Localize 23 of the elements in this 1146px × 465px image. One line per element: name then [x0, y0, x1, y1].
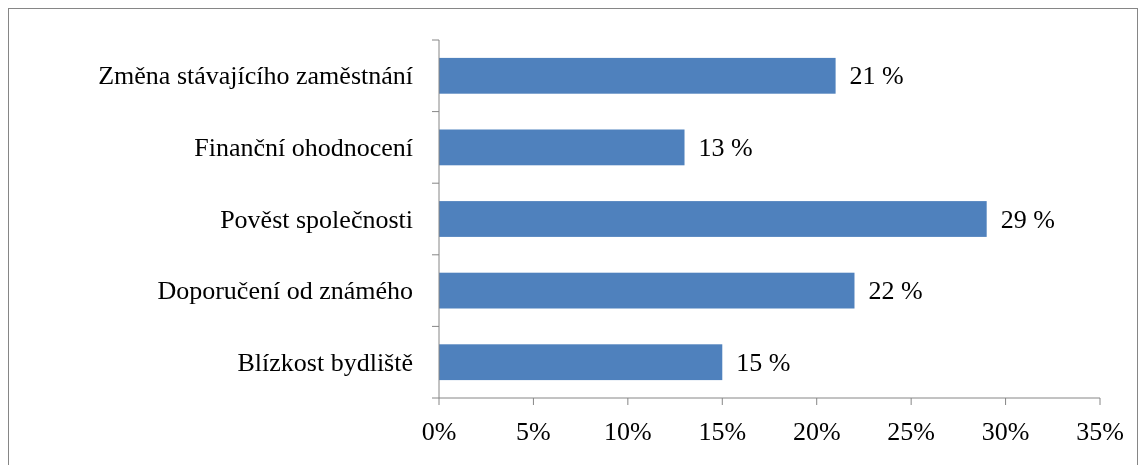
data-label: 21 %: [849, 61, 904, 91]
data-label: 13 %: [698, 132, 753, 162]
x-tick-label: 0%: [421, 417, 457, 446]
x-tick-label: 10%: [604, 417, 652, 446]
data-label: 22 %: [868, 276, 923, 306]
x-tick-label: 30%: [981, 417, 1030, 446]
y-tick-label: Finanční ohodnocení: [194, 132, 413, 162]
bar: [439, 344, 723, 381]
y-tick-label: Pověst společnosti: [220, 204, 413, 234]
bar: [439, 129, 685, 166]
data-label: 29 %: [1000, 204, 1055, 234]
x-tick-label: 35%: [1076, 417, 1124, 446]
bar: [439, 57, 836, 94]
x-tick-label: 25%: [887, 417, 935, 446]
x-tick-label: 20%: [792, 417, 841, 446]
x-tick-label: 5%: [516, 417, 551, 446]
x-tick-label: 15%: [698, 417, 747, 446]
bar: [439, 272, 855, 309]
y-tick-label: Doporučení od známého: [157, 276, 413, 306]
y-tick-label: Blízkost bydliště: [237, 347, 413, 377]
bar: [439, 201, 987, 237]
y-tick-label: Změna stávajícího zaměstnání: [98, 61, 413, 91]
data-label: 15 %: [736, 347, 791, 377]
